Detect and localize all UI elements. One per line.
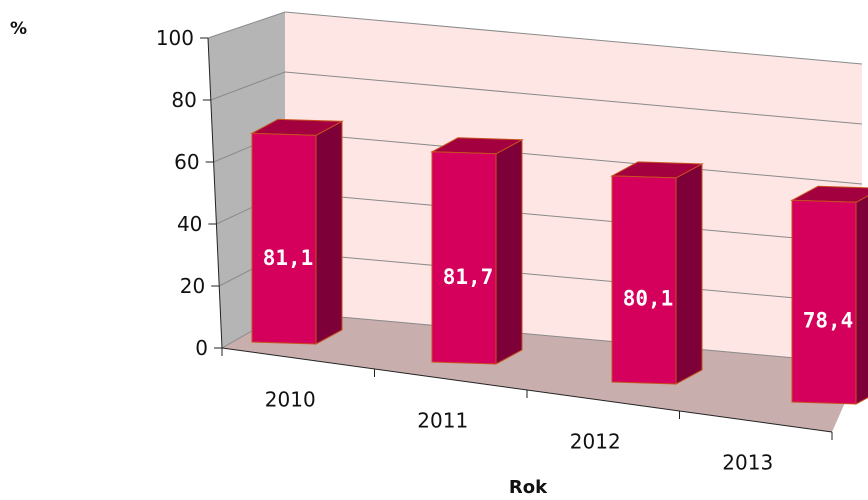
gridline — [284, 11, 863, 65]
y-axis-unit: % — [10, 19, 27, 39]
gridlines — [207, 11, 863, 365]
y-tick-label: 100 — [156, 26, 194, 50]
bar — [790, 185, 868, 405]
bar-front — [431, 151, 497, 365]
bar-side — [675, 163, 703, 385]
data-label: 78,4 — [803, 308, 854, 332]
y-tick-label: 80 — [171, 88, 196, 112]
gridline — [284, 311, 863, 365]
y-axis: 0 20 40 60 80 100 — [156, 26, 223, 360]
gridline — [210, 71, 286, 101]
data-label: 81,7 — [443, 265, 494, 289]
gridline — [284, 251, 863, 305]
floor — [222, 312, 862, 432]
bar-front — [791, 199, 857, 405]
data-label: 80,1 — [623, 287, 674, 311]
bar — [430, 137, 524, 365]
x-tick-label: 2013 — [722, 451, 773, 475]
bar-side — [855, 195, 868, 405]
bar-front — [611, 175, 677, 385]
gridline — [284, 71, 863, 125]
y-tick-label: 60 — [174, 150, 199, 174]
data-label: 81,1 — [263, 246, 314, 270]
bars — [250, 118, 868, 405]
back-wall — [285, 12, 862, 364]
bar-front — [251, 132, 317, 345]
x-tick-label: 2011 — [417, 409, 468, 433]
bar-side — [315, 120, 343, 345]
x-tick-label: 2010 — [265, 388, 316, 412]
bar-side — [495, 138, 523, 365]
gridline — [207, 11, 286, 39]
y-tick-label: 40 — [177, 212, 202, 236]
gridline — [284, 191, 863, 245]
y-axis-line — [207, 37, 223, 349]
y-tick-label: 20 — [180, 274, 205, 298]
y-tick-label: 0 — [195, 336, 208, 360]
gridline — [284, 131, 863, 185]
data-labels: 81,1 81,7 80,1 78,4 — [263, 246, 854, 333]
bar — [250, 118, 344, 345]
bar — [610, 161, 704, 385]
x-tick-label: 2012 — [570, 430, 621, 454]
x-axis: 2010 2011 2012 2013 — [221, 347, 833, 475]
x-axis-title: Rok — [509, 477, 548, 498]
